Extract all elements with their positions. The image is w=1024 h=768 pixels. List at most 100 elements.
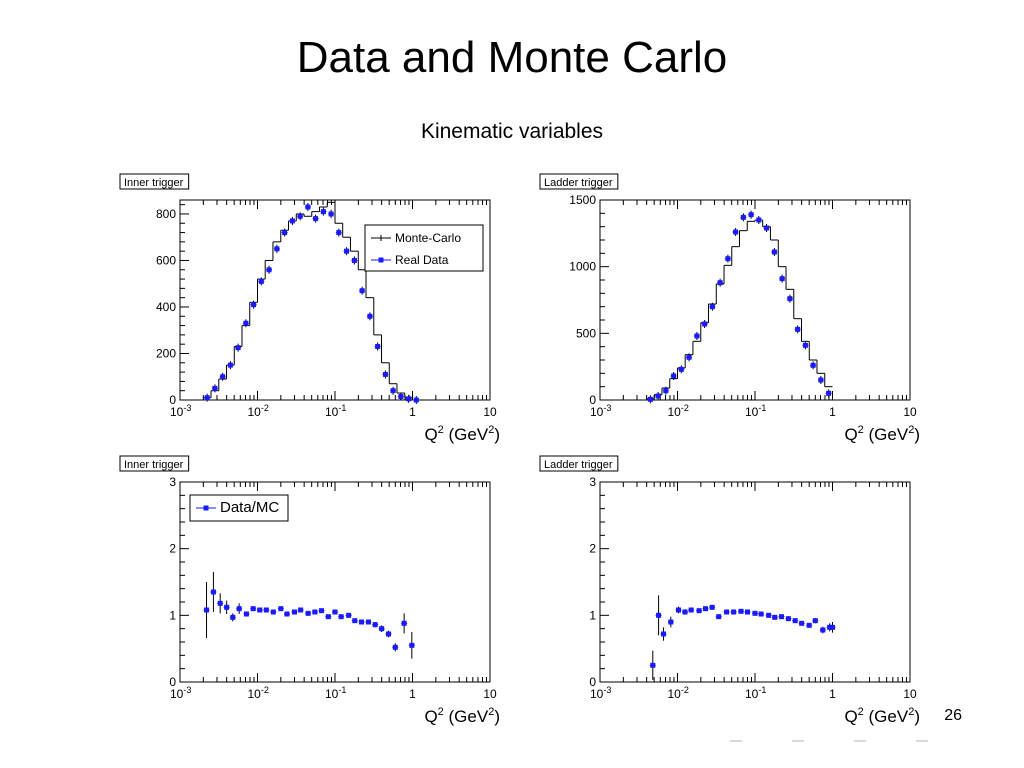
data-point bbox=[795, 326, 801, 332]
data-point bbox=[266, 267, 272, 273]
data-point bbox=[820, 627, 826, 633]
y-tick-label: 1 bbox=[589, 608, 596, 622]
y-tick-label: 400 bbox=[156, 300, 176, 314]
legend-marker bbox=[378, 257, 384, 263]
data-point bbox=[744, 609, 750, 615]
data-point bbox=[702, 321, 708, 327]
legend-marker bbox=[203, 505, 209, 511]
chart-title-box bbox=[539, 173, 619, 190]
plot-ladder-trigger-ratio: Ladder trigger 10-3 10-2 10-1 1 10 0 1 2 3 Q2 (GeV… bbox=[530, 452, 950, 732]
data-point bbox=[278, 606, 284, 612]
x-tick-label: 10-1 bbox=[325, 685, 346, 701]
chart-svg: Inner trigger 10-3 10-2 10-1 1 10 0 200 400 600 80… bbox=[119, 173, 500, 444]
data-point bbox=[382, 371, 388, 377]
data-point bbox=[733, 229, 739, 235]
y-tick-label: 800 bbox=[156, 207, 176, 221]
data-point bbox=[716, 614, 722, 620]
data-point bbox=[236, 606, 242, 612]
data-point bbox=[756, 217, 762, 223]
y-tick-label: 0 bbox=[169, 675, 176, 689]
data-point bbox=[650, 662, 656, 668]
data-point bbox=[655, 393, 661, 399]
x-tick-label: 10 bbox=[903, 405, 917, 419]
data-point bbox=[297, 213, 303, 219]
data-point bbox=[367, 313, 373, 319]
data-point bbox=[709, 304, 715, 310]
data-point bbox=[752, 610, 758, 616]
data-point bbox=[338, 614, 344, 620]
x-tick-label: 10-3 bbox=[170, 685, 191, 701]
data-point bbox=[812, 618, 818, 624]
data-point bbox=[365, 619, 371, 625]
data-point bbox=[258, 278, 264, 284]
data-point bbox=[352, 618, 358, 624]
data-point bbox=[230, 614, 236, 620]
data-point bbox=[682, 609, 688, 615]
x-axis-label: Q2 (GeV2) bbox=[424, 706, 500, 726]
x-tick-label: 1 bbox=[409, 405, 416, 419]
y-tick-label: 2 bbox=[169, 542, 176, 556]
data-point bbox=[298, 607, 304, 613]
data-point bbox=[220, 374, 226, 380]
y-tick-label: 0 bbox=[589, 393, 596, 407]
plot-inner-trigger-ratio: Inner trigger 10-3 10-2 10-1 1 10 0 1 2 3 Q2 (GeV2… bbox=[110, 452, 530, 732]
chart-title: Ladder trigger bbox=[544, 459, 613, 471]
data-points-series bbox=[204, 202, 420, 404]
data-point bbox=[771, 249, 777, 255]
x-axis-label: Q2 (GeV2) bbox=[844, 424, 920, 444]
x-tick-label: 10-3 bbox=[590, 403, 611, 419]
data-points-series bbox=[647, 210, 832, 404]
x-tick-label: 10-2 bbox=[248, 685, 269, 701]
chart-title: Ladder trigger bbox=[544, 177, 613, 189]
legend-label: Data/MC bbox=[220, 499, 279, 516]
y-tick-label: 1 bbox=[169, 608, 176, 622]
data-point bbox=[270, 609, 276, 615]
plot-frame bbox=[599, 199, 911, 401]
x-tick-label: 1 bbox=[409, 687, 416, 701]
data-point bbox=[325, 614, 331, 620]
page-number: 26 bbox=[944, 707, 962, 724]
x-tick-label: 10-2 bbox=[668, 685, 689, 701]
data-point bbox=[351, 257, 357, 263]
x-tick-label: 10-3 bbox=[170, 403, 191, 419]
y-tick-label: 3 bbox=[169, 475, 176, 489]
plot-ladder-trigger-q2: Ladder trigger 10-3 10-2 10-1 1 10 0 500 1000 150… bbox=[530, 170, 950, 450]
data-point bbox=[359, 288, 365, 294]
data-point bbox=[204, 607, 210, 613]
data-point bbox=[409, 642, 415, 648]
data-point bbox=[284, 611, 290, 617]
data-point bbox=[243, 320, 249, 326]
chart-title-box bbox=[539, 455, 619, 472]
data-points-series bbox=[203, 572, 415, 659]
data-point bbox=[785, 616, 791, 622]
data-point bbox=[413, 397, 419, 403]
data-point bbox=[204, 395, 210, 401]
footer-dash bbox=[792, 740, 804, 742]
data-point bbox=[758, 611, 764, 617]
y-tick-label: 200 bbox=[156, 346, 176, 360]
data-point bbox=[372, 622, 378, 628]
data-point bbox=[806, 622, 812, 628]
chart-title: Inner trigger bbox=[124, 459, 184, 471]
data-point bbox=[725, 256, 731, 262]
data-point bbox=[227, 362, 233, 368]
x-axis-label: Q2 (GeV2) bbox=[424, 424, 500, 444]
chart-svg: Ladder trigger 10-3 10-2 10-1 1 10 0 1 2 3 Q2 (GeV… bbox=[539, 455, 920, 726]
data-point bbox=[319, 608, 325, 614]
data-point bbox=[799, 620, 805, 626]
data-point bbox=[731, 609, 737, 615]
y-tick-label: 1500 bbox=[569, 193, 596, 207]
data-point bbox=[678, 366, 684, 372]
slide-title: Data and Monte Carlo bbox=[296, 33, 728, 82]
data-point bbox=[291, 609, 297, 615]
slide-subtitle: Kinematic variables bbox=[420, 120, 604, 143]
data-point bbox=[406, 396, 412, 402]
data-point bbox=[243, 611, 249, 617]
data-point bbox=[675, 607, 681, 613]
data-point bbox=[257, 607, 263, 613]
data-point bbox=[661, 631, 667, 637]
data-point bbox=[344, 248, 350, 254]
x-tick-label: 10-1 bbox=[325, 403, 346, 419]
plot-frame bbox=[599, 481, 911, 683]
data-point bbox=[779, 614, 785, 620]
